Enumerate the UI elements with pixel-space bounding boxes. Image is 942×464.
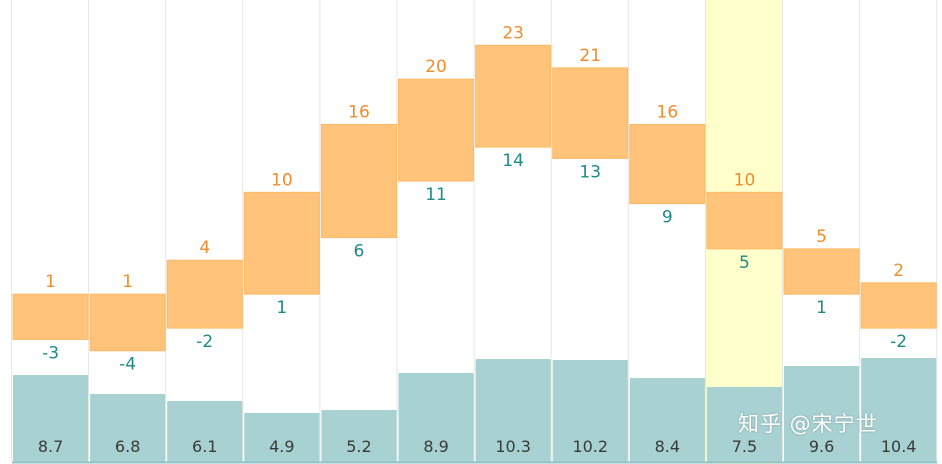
bottom-bar bbox=[398, 373, 474, 462]
bottom-value-label: 7.5 bbox=[732, 437, 757, 456]
high-value-label: 2 bbox=[893, 261, 904, 281]
low-value-label: 1 bbox=[276, 298, 287, 318]
bottom-bar bbox=[784, 366, 860, 462]
bottom-value-label: 6.1 bbox=[192, 437, 217, 456]
range-bar bbox=[629, 123, 706, 205]
high-value-label: 1 bbox=[45, 272, 56, 292]
range-bar bbox=[860, 282, 937, 329]
high-value-label: 23 bbox=[502, 23, 524, 43]
low-value-label: 9 bbox=[662, 208, 673, 228]
low-value-label: 1 bbox=[816, 298, 827, 318]
bottom-value-label: 8.7 bbox=[38, 437, 63, 456]
bottom-bar bbox=[321, 410, 397, 462]
high-value-label: 20 bbox=[425, 57, 447, 77]
range-bar bbox=[475, 44, 552, 148]
high-value-label: 21 bbox=[579, 46, 601, 66]
bottom-value-label: 10.4 bbox=[881, 437, 917, 456]
bottom-bar bbox=[475, 359, 551, 462]
high-value-label: 10 bbox=[734, 170, 756, 190]
bottom-bar bbox=[13, 375, 89, 462]
high-value-label: 16 bbox=[657, 102, 679, 122]
bottom-value-label: 10.3 bbox=[495, 437, 531, 456]
range-bar bbox=[552, 67, 629, 159]
range-bar bbox=[783, 248, 860, 295]
low-value-label: 13 bbox=[579, 162, 601, 182]
range-bar bbox=[706, 191, 783, 250]
bottom-value-label: 6.8 bbox=[115, 437, 140, 456]
bottom-value-label: 8.9 bbox=[423, 437, 448, 456]
low-value-label: 6 bbox=[354, 242, 365, 262]
bottom-value-label: 4.9 bbox=[269, 437, 294, 456]
bottom-bar bbox=[167, 401, 243, 462]
range-bar bbox=[243, 191, 320, 295]
low-value-label: 14 bbox=[502, 151, 524, 171]
low-value-label: -3 bbox=[42, 343, 59, 363]
bottom-value-label: 8.4 bbox=[655, 437, 680, 456]
bottom-bar bbox=[706, 387, 782, 462]
range-bar bbox=[89, 293, 166, 352]
watermark-text: 知乎 @宋宁世 bbox=[738, 412, 878, 436]
bottom-value-label: 5.2 bbox=[346, 437, 371, 456]
high-value-label: 5 bbox=[816, 227, 827, 247]
low-value-label: 5 bbox=[739, 253, 750, 273]
high-value-label: 16 bbox=[348, 102, 370, 122]
bottom-bar bbox=[90, 394, 166, 462]
range-bar bbox=[12, 293, 89, 340]
range-bar bbox=[320, 123, 397, 239]
bottom-bar bbox=[861, 358, 937, 462]
bottom-bar bbox=[552, 360, 628, 462]
range-bar bbox=[398, 78, 475, 182]
low-value-label: 11 bbox=[425, 185, 447, 205]
bottom-value-label: 9.6 bbox=[809, 437, 834, 456]
low-value-label: -2 bbox=[196, 332, 213, 352]
low-value-label: -4 bbox=[119, 355, 136, 375]
high-value-label: 4 bbox=[199, 238, 210, 258]
bottom-bar bbox=[244, 413, 320, 462]
range-bar bbox=[166, 259, 243, 329]
low-value-label: -2 bbox=[890, 332, 907, 352]
bottom-bar bbox=[629, 378, 705, 462]
high-value-label: 10 bbox=[271, 170, 293, 190]
high-value-label: 1 bbox=[122, 272, 133, 292]
bottom-value-label: 10.2 bbox=[572, 437, 608, 456]
